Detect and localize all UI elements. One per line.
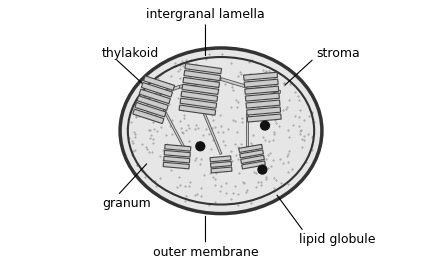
Polygon shape (137, 96, 168, 110)
Polygon shape (246, 113, 248, 146)
Circle shape (196, 142, 205, 151)
Polygon shape (245, 86, 279, 94)
Polygon shape (246, 100, 280, 108)
Polygon shape (165, 144, 191, 151)
Polygon shape (241, 155, 264, 163)
Polygon shape (240, 150, 263, 158)
Polygon shape (247, 114, 281, 122)
Polygon shape (239, 144, 263, 152)
Circle shape (258, 165, 267, 174)
Text: intergranal lamella: intergranal lamella (146, 8, 265, 21)
Polygon shape (182, 84, 219, 95)
Polygon shape (221, 78, 247, 88)
Polygon shape (247, 85, 281, 93)
Circle shape (261, 121, 269, 130)
Polygon shape (247, 107, 281, 115)
Text: lipid globule: lipid globule (299, 233, 375, 246)
Polygon shape (245, 93, 279, 101)
Polygon shape (139, 89, 170, 104)
Polygon shape (242, 161, 265, 169)
Text: stroma: stroma (317, 47, 361, 60)
Polygon shape (202, 110, 222, 155)
Polygon shape (183, 77, 220, 88)
Text: outer membrane: outer membrane (152, 246, 258, 259)
Polygon shape (185, 63, 221, 74)
Polygon shape (180, 98, 217, 108)
Polygon shape (144, 76, 175, 90)
Polygon shape (181, 91, 217, 101)
Polygon shape (244, 79, 278, 87)
Polygon shape (164, 156, 190, 163)
Polygon shape (179, 78, 221, 88)
Polygon shape (163, 162, 189, 169)
Polygon shape (179, 105, 216, 115)
Polygon shape (135, 102, 166, 117)
Polygon shape (140, 85, 180, 101)
Polygon shape (164, 150, 191, 157)
Text: granum: granum (102, 197, 151, 210)
Text: thylakoid: thylakoid (102, 47, 159, 60)
Ellipse shape (120, 48, 322, 214)
Polygon shape (211, 167, 232, 173)
Polygon shape (141, 83, 172, 97)
Polygon shape (133, 109, 164, 124)
Polygon shape (210, 161, 232, 167)
Polygon shape (210, 156, 231, 162)
Polygon shape (184, 70, 221, 81)
Polygon shape (244, 72, 278, 80)
Polygon shape (163, 110, 186, 149)
